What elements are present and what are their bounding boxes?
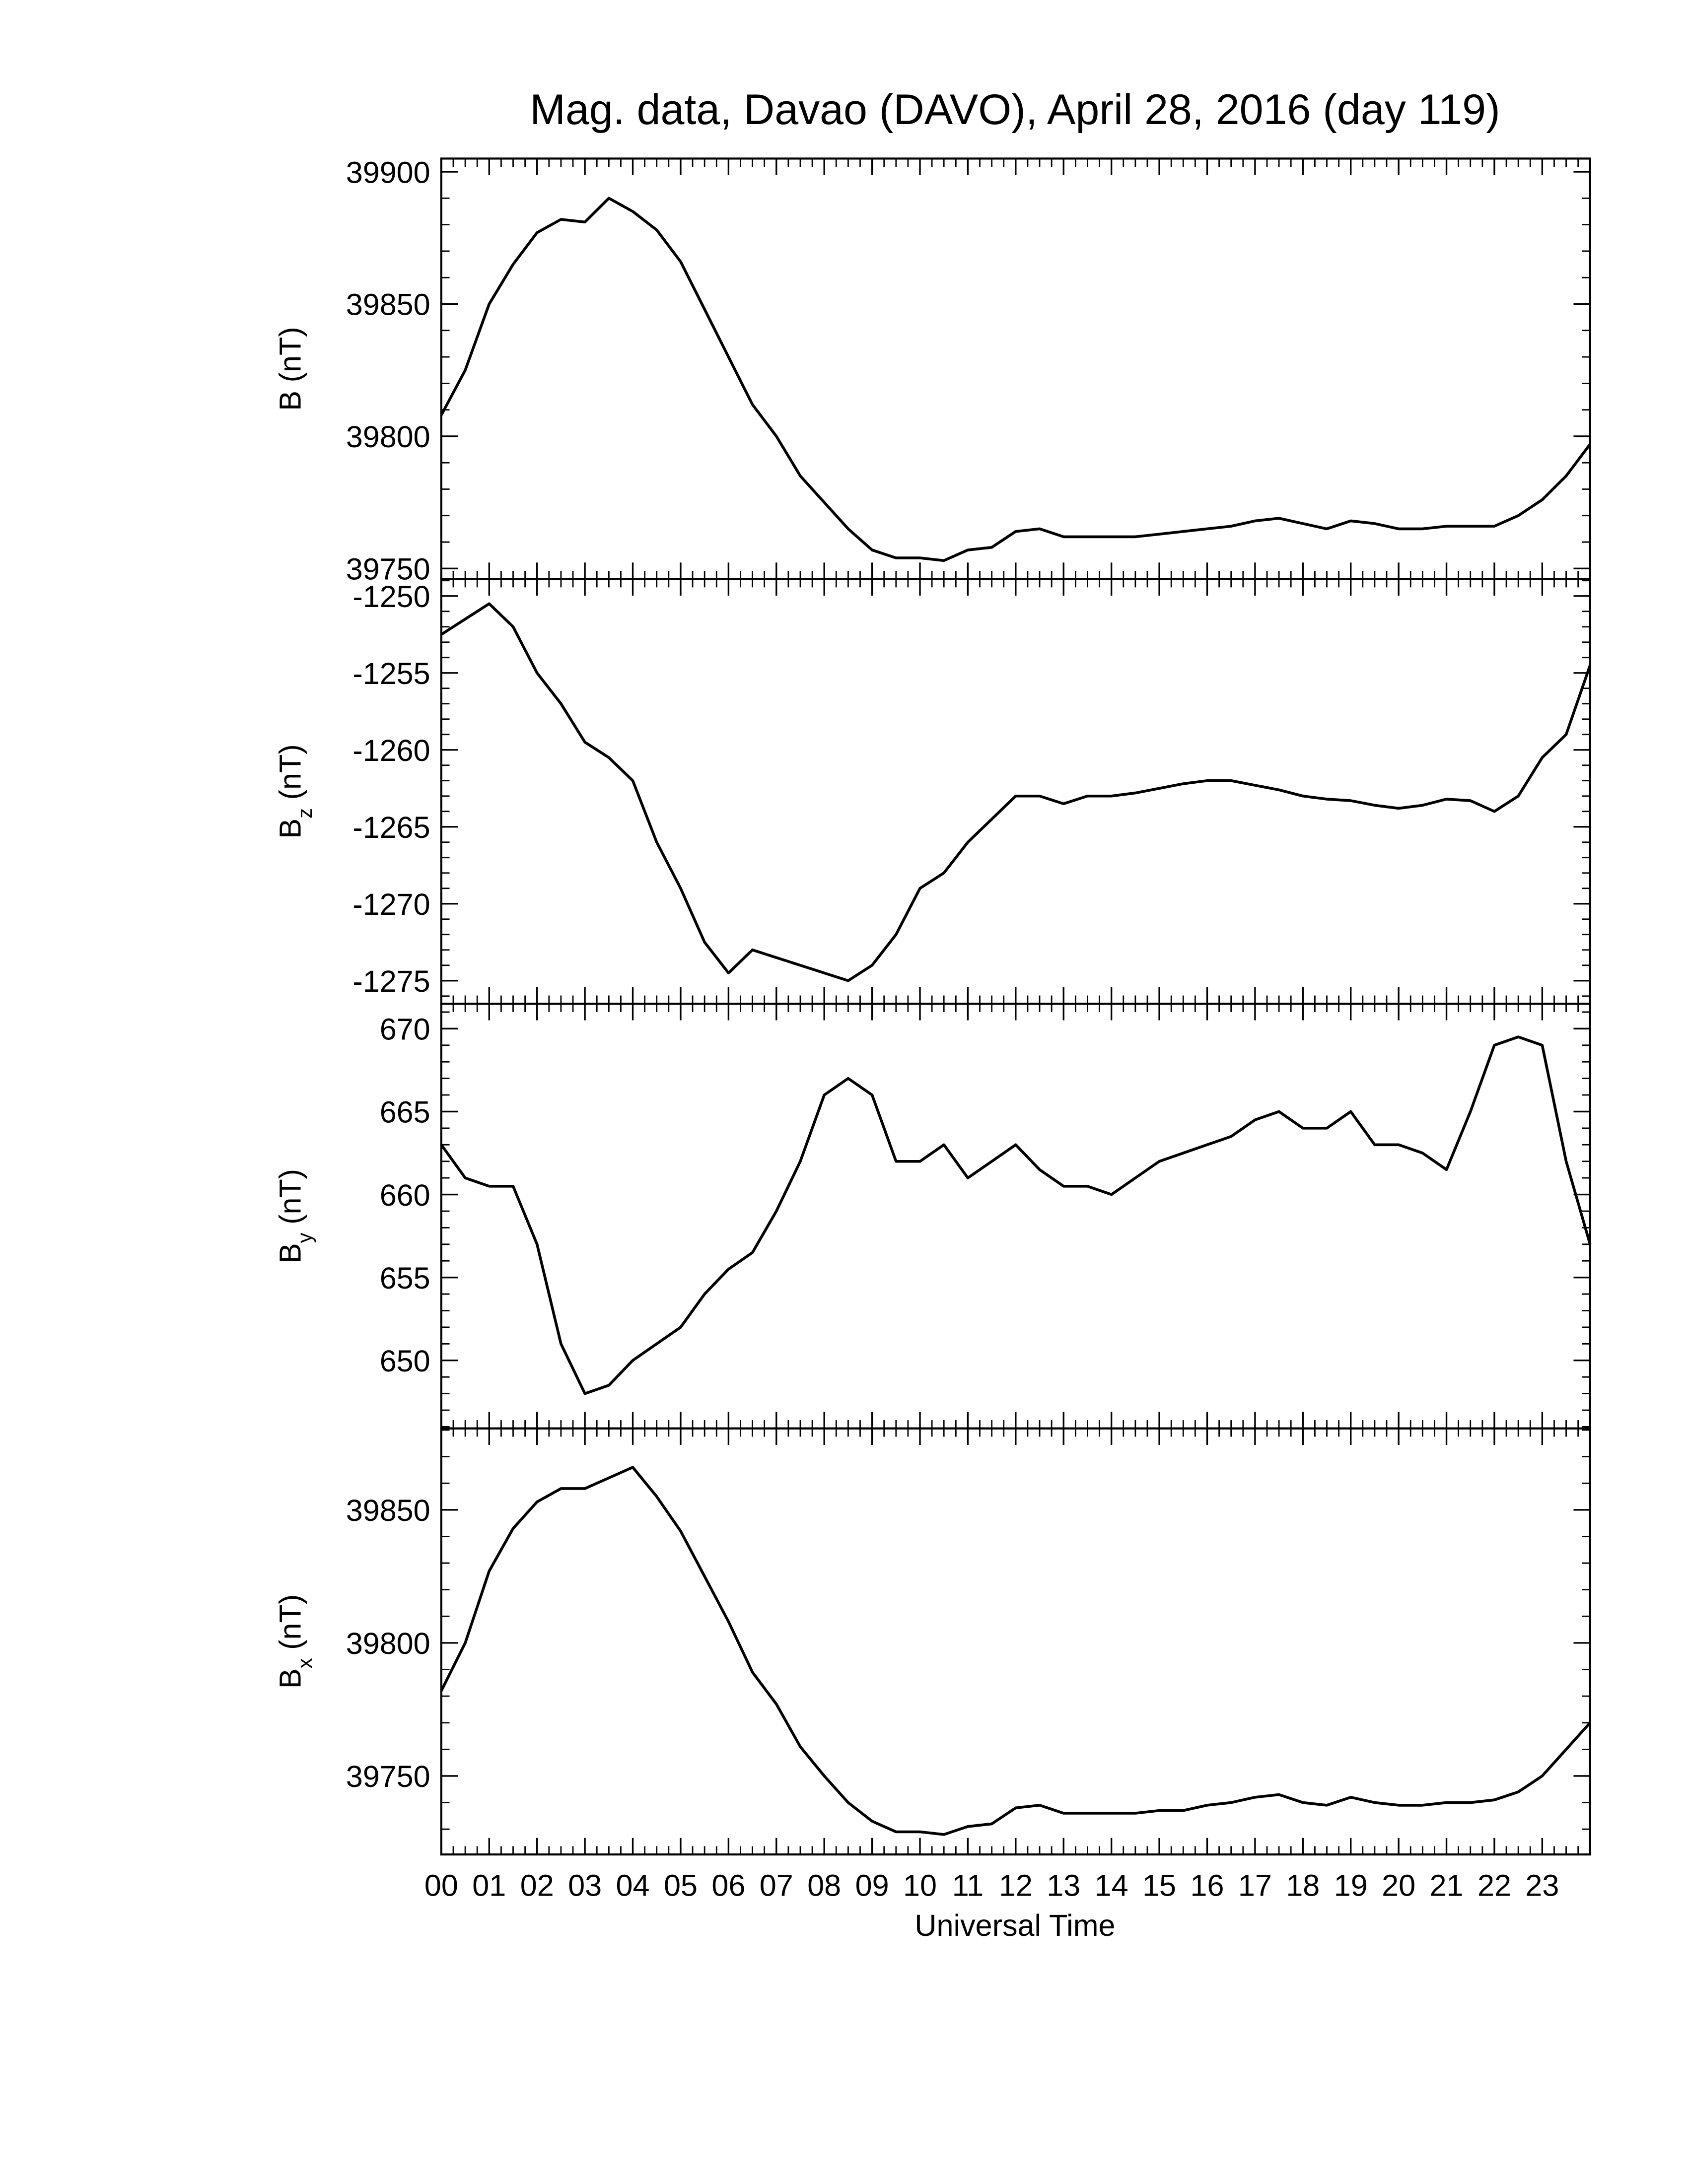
x-tick-label: 05	[664, 1868, 698, 1902]
x-tick-label: 09	[855, 1868, 889, 1902]
x-tick-label: 01	[472, 1868, 506, 1902]
y-tick-label: 39850	[346, 1494, 430, 1527]
y-tick-label: -1250	[352, 580, 430, 614]
data-line	[440, 602, 1592, 982]
y-tick-label: 660	[380, 1178, 430, 1212]
y-axis-label: By (nT)	[274, 1169, 316, 1263]
x-tick-label: 16	[1190, 1868, 1224, 1902]
y-tick-label: 665	[380, 1095, 430, 1129]
y-label-unit: (nT)	[274, 744, 307, 800]
y-tick-label: 655	[380, 1261, 430, 1295]
y-tick-label: 39800	[346, 420, 430, 454]
chart-title: Mag. data, Davao (DAVO), April 28, 2016 …	[530, 86, 1500, 134]
y-axis-label: Bx (nT)	[274, 1594, 316, 1689]
y-tick-label: -1265	[352, 811, 430, 844]
x-axis-label: Universal Time	[914, 1909, 1115, 1942]
y-tick-label: 670	[380, 1013, 430, 1046]
x-tick-label: 12	[999, 1868, 1033, 1902]
x-tick-label: 22	[1477, 1868, 1511, 1902]
y-tick-label: -1260	[352, 734, 430, 767]
y-label-unit: (nT)	[274, 327, 307, 382]
y-axis-label: B (nT)	[274, 327, 307, 410]
x-tick-label: 13	[1047, 1868, 1080, 1902]
x-tick-label: 15	[1142, 1868, 1176, 1902]
x-tick-label: 18	[1286, 1868, 1320, 1902]
data-line	[440, 197, 1591, 562]
y-tick-label: 39750	[346, 552, 430, 586]
y-tick-label: -1275	[352, 964, 430, 998]
x-tick-label: 04	[616, 1868, 650, 1902]
x-tick-label: 20	[1382, 1868, 1415, 1902]
y-label-unit: (nT)	[274, 1169, 307, 1225]
x-tick-label: 00	[424, 1868, 458, 1902]
y-tick-label: 650	[380, 1344, 430, 1378]
y-label-sub: y	[293, 1232, 316, 1243]
x-tick-label: 21	[1430, 1868, 1464, 1902]
y-label-base: B	[274, 391, 307, 411]
y-label-base: B	[274, 1243, 307, 1263]
x-tick-label: 17	[1238, 1868, 1272, 1902]
x-tick-label: 08	[807, 1868, 841, 1902]
x-tick-label: 07	[760, 1868, 793, 1902]
y-label-base: B	[274, 1668, 307, 1689]
y-tick-label: 39800	[346, 1627, 430, 1660]
y-tick-label: -1270	[352, 887, 430, 921]
y-axis-label: Bz (nT)	[274, 744, 316, 838]
y-tick-label: 39850	[346, 288, 430, 322]
x-tick-label: 02	[520, 1868, 554, 1902]
y-label-sub: z	[293, 808, 316, 819]
x-tick-label: 06	[711, 1868, 745, 1902]
y-tick-label: 39750	[346, 1760, 430, 1793]
y-label-sub: x	[293, 1658, 316, 1668]
y-label-base: B	[274, 819, 307, 839]
data-line	[440, 1466, 1591, 1836]
x-tick-label: 14	[1095, 1868, 1128, 1902]
x-tick-label: 11	[952, 1868, 984, 1902]
y-tick-label: -1255	[352, 657, 430, 690]
x-tick-label: 19	[1334, 1868, 1368, 1902]
y-label-unit: (nT)	[274, 1594, 307, 1650]
x-tick-label: 03	[568, 1868, 602, 1902]
x-tick-label: 23	[1525, 1868, 1559, 1902]
data-line	[440, 1035, 1592, 1395]
x-tick-label: 10	[903, 1868, 937, 1902]
y-tick-label: 39900	[346, 155, 430, 189]
